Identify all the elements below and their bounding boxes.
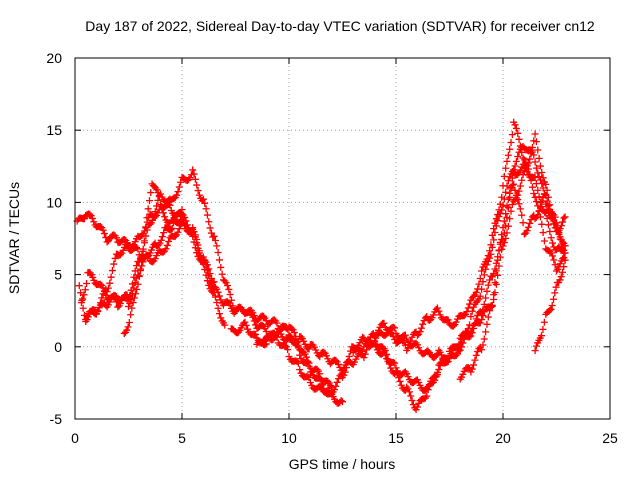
series-markers	[82, 202, 218, 325]
x-tick-label: 25	[602, 430, 618, 446]
y-tick-label: 20	[46, 50, 62, 66]
x-tick-label: 15	[388, 430, 404, 446]
chart-title: Day 187 of 2022, Sidereal Day-to-day VTE…	[85, 18, 595, 34]
x-tick-label: 20	[495, 430, 511, 446]
series-arc-8	[349, 118, 569, 356]
series-arc-9	[371, 180, 569, 395]
x-tick-label: 5	[178, 430, 186, 446]
plot-frame	[74, 57, 611, 420]
x-tick-label: 0	[71, 430, 79, 446]
series-markers	[120, 206, 186, 337]
series-arc-10	[456, 130, 569, 383]
series-markers	[349, 118, 569, 356]
axis-ticks: 0 5 10 15 20 25 -5 0 5 10 15 20	[46, 50, 618, 446]
y-tick-label: 10	[46, 194, 62, 210]
y-tick-label: -5	[50, 411, 63, 427]
series-markers	[371, 180, 569, 395]
series-arc-4	[82, 202, 218, 325]
y-tick-label: 0	[54, 339, 62, 355]
series-markers	[456, 130, 569, 383]
y-tick-label: 5	[54, 267, 62, 283]
x-axis-label: GPS time / hours	[289, 456, 396, 472]
series-markers	[531, 256, 569, 355]
data-points	[73, 118, 569, 414]
x-tick-label: 10	[281, 430, 297, 446]
y-tick-label: 15	[46, 122, 62, 138]
series-arc-5	[120, 206, 186, 337]
y-axis-label: SDTVAR / TECUs	[6, 182, 22, 294]
series-arc-11	[531, 256, 569, 355]
